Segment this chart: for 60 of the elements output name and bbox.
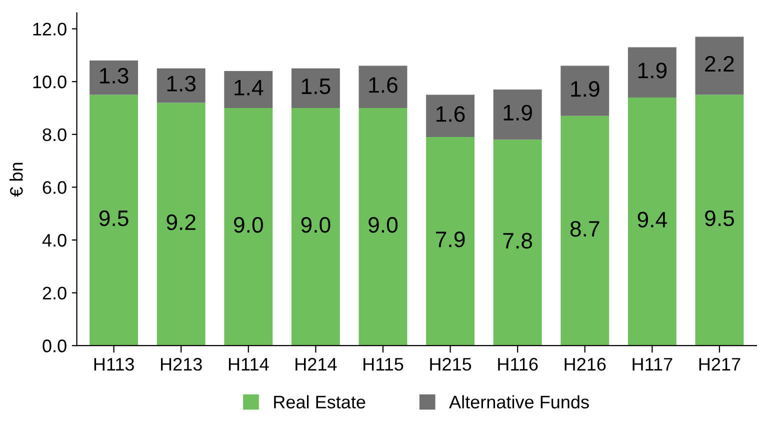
x-tick-label: H116: [498, 358, 538, 371]
y-tick-label: 10.0: [33, 76, 66, 88]
bar: [493, 140, 542, 346]
bar: [426, 94, 475, 138]
bar: [224, 108, 273, 346]
bar: [156, 102, 206, 346]
data-label: 9.2: [166, 214, 196, 230]
x-tick-label: H115: [364, 358, 404, 371]
y-tick-label: 2.0: [42, 286, 66, 300]
bar: [560, 66, 610, 116]
data-label: 9.5: [99, 210, 128, 226]
y-tick-label: 12.0: [33, 22, 66, 36]
bar: [560, 116, 610, 346]
x-tick-label: H213: [161, 358, 202, 371]
bar: [90, 94, 138, 346]
bar: [224, 71, 273, 108]
bar: [628, 47, 676, 98]
y-tick-label: 8.0: [42, 128, 66, 142]
data-label: 7.8: [503, 232, 532, 249]
data-label: 1.3: [167, 76, 196, 92]
data-label: 9.0: [301, 217, 330, 233]
data-label: 1.9: [638, 62, 667, 78]
data-label: 1.9: [571, 81, 600, 97]
x-tick-label: H114: [228, 358, 269, 370]
bar: [358, 66, 408, 108]
bar: [695, 36, 744, 95]
data-label: 1.5: [302, 78, 330, 94]
x-tick-label: H117: [632, 358, 672, 370]
bar: [426, 137, 475, 346]
x-tick-label: H216: [564, 358, 606, 371]
bar: [358, 108, 408, 346]
data-label: 9.4: [638, 212, 667, 228]
x-tick-label: H113: [94, 358, 134, 371]
data-label: 2.2: [705, 56, 734, 72]
y-tick-label: 4.0: [42, 234, 66, 247]
data-label: 9.5: [705, 210, 734, 226]
bar: [628, 97, 676, 346]
bar: [90, 60, 138, 95]
x-tick-label: H214: [296, 358, 337, 370]
data-label: 9.0: [234, 217, 263, 233]
data-label: 1.4: [234, 80, 264, 96]
y-tick-label: 6.0: [42, 181, 66, 194]
y-tick-label: 0.0: [42, 340, 66, 352]
data-label: 1.6: [369, 77, 398, 93]
x-tick-label: H215: [430, 358, 472, 371]
data-label: 1.3: [100, 68, 128, 84]
data-label: 7.9: [436, 232, 465, 248]
legend-label: Real Estate: [274, 395, 366, 408]
data-label: 1.6: [436, 106, 465, 122]
bar: [695, 94, 744, 346]
x-tick-label: H217: [699, 358, 740, 370]
data-label: 8.7: [570, 220, 600, 237]
data-label: 9.0: [368, 217, 398, 233]
legend-label: Alternative Funds: [449, 395, 589, 408]
bar: [156, 68, 206, 103]
data-label: 1.9: [504, 104, 532, 121]
bar: [291, 68, 340, 108]
bar: [493, 90, 542, 140]
bar: [291, 108, 340, 346]
y-axis-title: € bn: [10, 162, 23, 197]
